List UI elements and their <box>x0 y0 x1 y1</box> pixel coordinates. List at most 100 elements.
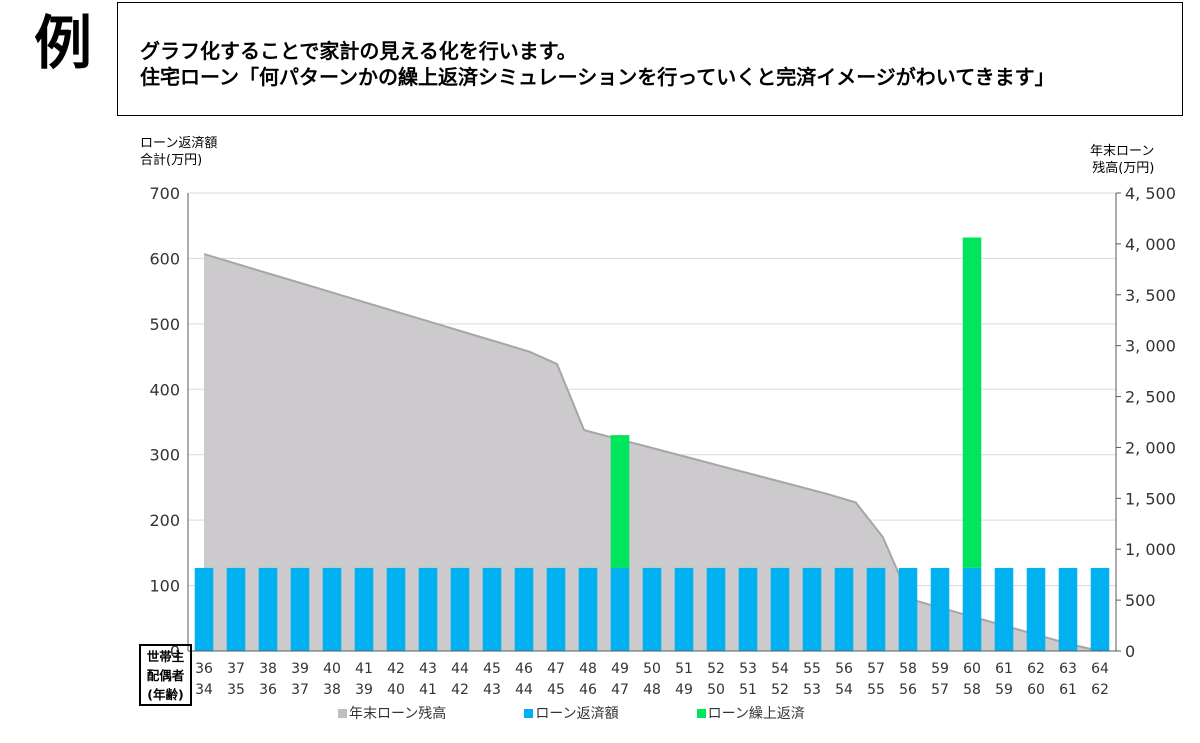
legend-label-prepayment: ローン繰上返済 <box>707 706 805 722</box>
right-tick-label: 4, 000 <box>1125 235 1176 254</box>
bar-prepayment <box>962 237 982 568</box>
bar-repayment <box>610 567 630 651</box>
bar-repayment <box>514 567 534 651</box>
age-row-spouse-label: 配偶者 <box>146 668 185 683</box>
legend-item-repayment: ローン返済額 <box>524 703 619 723</box>
spouse-age-label: 61 <box>1059 682 1077 698</box>
header-line-1: グラフ化することで家計の見える化を行います。 <box>140 39 577 63</box>
spouse-age-label: 45 <box>547 682 565 698</box>
spouse-age-label: 57 <box>931 682 949 698</box>
spouse-age-label: 35 <box>227 682 245 698</box>
bar-repayment <box>258 567 278 651</box>
example-mark: 例 <box>34 9 93 77</box>
age-row-label: 世帯主 配偶者 (年齢) <box>139 644 192 706</box>
left-tick-label: 200 <box>149 511 180 530</box>
householder-age-label: 53 <box>739 661 757 677</box>
bar-repayment <box>770 567 790 651</box>
householder-age-label: 52 <box>707 661 725 677</box>
spouse-age-label: 59 <box>995 682 1013 698</box>
bar-repayment <box>386 567 406 651</box>
householder-age-label: 38 <box>259 661 277 677</box>
bar-repayment <box>418 567 438 651</box>
bar-repayment <box>994 567 1014 651</box>
spouse-age-label: 41 <box>419 682 437 698</box>
spouse-age-label: 51 <box>739 682 757 698</box>
spouse-age-label: 36 <box>259 682 277 698</box>
header-line-2: 住宅ローン「何パターンかの繰上返済シミュレーションを行っていくと完済イメージがわ… <box>140 65 1055 89</box>
right-tick-label: 3, 000 <box>1125 337 1176 356</box>
header-box: グラフ化することで家計の見える化を行います。 住宅ローン「何パターンかの繰上返済… <box>117 2 1183 116</box>
bar-repayment <box>322 567 342 651</box>
spouse-age-label: 60 <box>1027 682 1045 698</box>
spouse-age-label: 43 <box>483 682 501 698</box>
householder-age-label: 64 <box>1091 661 1109 677</box>
legend-swatch-repayment <box>524 708 534 718</box>
bar-repayment <box>674 567 694 651</box>
bar-prepayment <box>610 435 630 568</box>
householder-age-label: 36 <box>195 661 213 677</box>
householder-age-label: 62 <box>1027 661 1045 677</box>
left-tick-label: 500 <box>149 315 180 334</box>
householder-age-label: 48 <box>579 661 597 677</box>
spouse-age-label: 48 <box>643 682 661 698</box>
left-tick-label: 0 <box>170 642 180 661</box>
age-row-unit-label: (年齢) <box>147 687 184 702</box>
householder-age-label: 39 <box>291 661 309 677</box>
bar-repayment <box>706 567 726 651</box>
householder-age-label: 61 <box>995 661 1013 677</box>
legend-item-balance: 年末ローン残高 <box>338 703 446 723</box>
spouse-age-label: 34 <box>195 682 213 698</box>
spouse-age-label: 50 <box>707 682 725 698</box>
householder-age-label: 45 <box>483 661 501 677</box>
householder-age-label: 37 <box>227 661 245 677</box>
bar-repayment <box>290 567 310 651</box>
right-tick-label: 3, 500 <box>1125 286 1176 305</box>
age-row-householder-label: 世帯主 <box>146 649 185 664</box>
spouse-age-label: 53 <box>803 682 821 698</box>
spouse-age-label: 54 <box>835 682 853 698</box>
bar-repayment <box>1026 567 1046 651</box>
bar-repayment <box>1058 567 1078 651</box>
left-axis-title: ローン返済額 合計(万円) <box>140 136 218 168</box>
spouse-age-label: 44 <box>515 682 533 698</box>
bar-repayment <box>802 567 822 651</box>
householder-age-label: 51 <box>675 661 693 677</box>
legend-item-prepayment: ローン繰上返済 <box>696 703 805 723</box>
spouse-age-label: 56 <box>899 682 917 698</box>
spouse-age-label: 62 <box>1091 682 1109 698</box>
spouse-age-label: 46 <box>579 682 597 698</box>
householder-age-label: 50 <box>643 661 661 677</box>
legend-label-balance: 年末ローン残高 <box>349 706 447 722</box>
spouse-age-label: 52 <box>771 682 789 698</box>
bar-repayment <box>194 567 214 651</box>
householder-age-label: 43 <box>419 661 437 677</box>
bar-repayment <box>354 567 374 651</box>
area-balance-outline <box>203 253 1101 652</box>
householder-age-label: 46 <box>515 661 533 677</box>
spouse-age-label: 40 <box>387 682 405 698</box>
right-tick-label: 2, 500 <box>1125 388 1176 407</box>
area-balance <box>204 254 1100 651</box>
spouse-age-label: 37 <box>291 682 309 698</box>
householder-age-label: 63 <box>1059 661 1077 677</box>
left-tick-label: 700 <box>149 184 180 203</box>
bar-repayment <box>482 567 502 651</box>
right-tick-label: 4, 500 <box>1125 184 1176 203</box>
spouse-age-label: 38 <box>323 682 341 698</box>
right-tick-label: 2, 000 <box>1125 438 1176 457</box>
legend: 年末ローン残高 ローン返済額 ローン繰上返済 <box>338 703 805 723</box>
spouse-age-label: 39 <box>355 682 373 698</box>
left-tick-label: 600 <box>149 249 180 268</box>
legend-label-repayment: ローン返済額 <box>535 706 619 722</box>
left-tick-label: 300 <box>149 446 180 465</box>
spouse-age-label: 58 <box>963 682 981 698</box>
spouse-age-label: 42 <box>451 682 469 698</box>
right-tick-label: 500 <box>1125 591 1156 610</box>
right-tick-label: 1, 000 <box>1125 540 1176 559</box>
householder-age-label: 40 <box>323 661 341 677</box>
left-tick-label: 100 <box>149 577 180 596</box>
spouse-age-label: 49 <box>675 682 693 698</box>
legend-swatch-prepayment <box>696 708 706 718</box>
bar-repayment <box>866 567 886 651</box>
